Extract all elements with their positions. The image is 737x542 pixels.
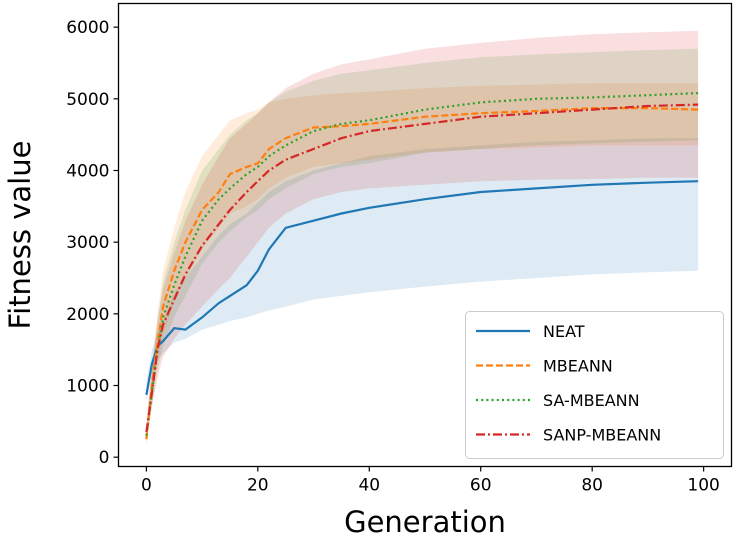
x-tick-label: 0: [141, 476, 152, 496]
y-axis-label: Fitness value: [3, 141, 37, 330]
y-tick-label: 1000: [66, 377, 109, 397]
y-axis-ticks: 0 1000 2000 3000 4000 5000 6000: [66, 18, 119, 468]
band-mbeann: [146, 83, 699, 447]
y-tick-label: 6000: [66, 18, 109, 38]
legend-label: MBEANN: [543, 357, 613, 376]
legend: NEAT MBEANN SA-MBEANN SANP-MBEANN: [465, 311, 724, 459]
line-mbeann: [145, 106, 699, 440]
y-tick-label: 3000: [66, 233, 109, 253]
x-tick-label: 60: [470, 476, 492, 496]
x-tick-label: 100: [687, 476, 719, 496]
x-tick-label: 20: [247, 476, 269, 496]
plot-frame: [117, 2, 733, 468]
y-tick-label: 4000: [66, 161, 109, 181]
x-tick-label: 40: [358, 476, 380, 496]
y-tick-label: 0: [99, 448, 110, 468]
band-neat: [146, 138, 699, 404]
x-tick-label: 80: [581, 476, 603, 496]
confidence-bands: [146, 30, 699, 447]
legend-box: [465, 311, 724, 459]
legend-label: SANP-MBEANN: [543, 426, 661, 445]
line-neat: [145, 180, 699, 395]
y-tick-label: 5000: [66, 90, 109, 110]
band-sa-mbeann: [146, 48, 699, 443]
legend-label: NEAT: [543, 322, 585, 341]
line-sanp-mbeann: [145, 103, 699, 433]
series-lines: [145, 92, 699, 440]
x-axis-label: Generation: [344, 505, 506, 538]
line-sa-mbeann: [145, 92, 699, 436]
band-sanp-mbeann: [146, 30, 699, 440]
y-tick-label: 2000: [66, 305, 109, 325]
legend-label: SA-MBEANN: [543, 391, 640, 410]
x-axis-ticks: 0 20 40 60 80 100: [141, 466, 720, 496]
